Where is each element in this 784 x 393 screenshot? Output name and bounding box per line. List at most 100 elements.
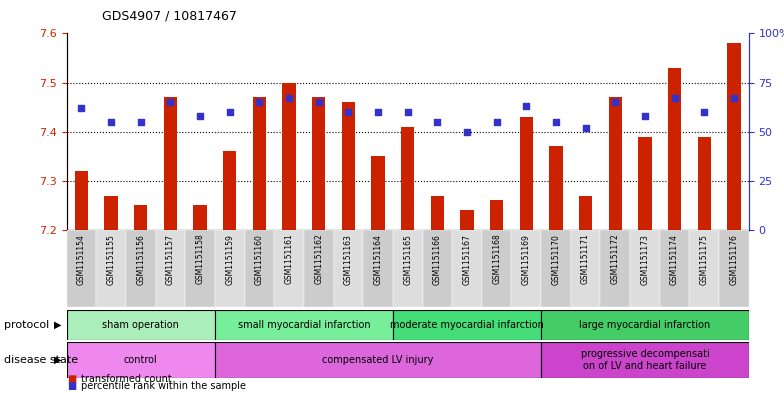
Text: moderate myocardial infarction: moderate myocardial infarction: [390, 320, 544, 330]
Bar: [215, 342, 541, 378]
Point: [431, 119, 444, 125]
Point: [194, 113, 206, 119]
Text: GSM1151170: GSM1151170: [551, 234, 561, 285]
Bar: [134, 205, 147, 230]
Bar: [630, 230, 660, 307]
Text: GSM1151172: GSM1151172: [611, 234, 620, 285]
Bar: [601, 230, 630, 307]
Bar: [274, 230, 304, 307]
Bar: [452, 230, 482, 307]
Point: [401, 109, 414, 115]
Text: compensated LV injury: compensated LV injury: [322, 355, 434, 365]
Bar: [312, 97, 325, 230]
Bar: [67, 310, 215, 340]
Text: ▶: ▶: [53, 355, 61, 365]
Bar: [194, 205, 207, 230]
Text: GSM1151168: GSM1151168: [492, 234, 501, 285]
Bar: [541, 230, 571, 307]
Text: GSM1151158: GSM1151158: [195, 234, 205, 285]
Bar: [304, 230, 333, 307]
Bar: [126, 230, 155, 307]
Point: [164, 99, 176, 105]
Bar: [430, 195, 444, 230]
Bar: [608, 97, 622, 230]
Bar: [550, 146, 563, 230]
Bar: [185, 230, 215, 307]
Point: [639, 113, 652, 119]
Text: GSM1151173: GSM1151173: [641, 234, 649, 285]
Bar: [660, 230, 689, 307]
Text: disease state: disease state: [4, 355, 78, 365]
Point: [342, 109, 354, 115]
Point: [698, 109, 710, 115]
Bar: [215, 230, 245, 307]
Bar: [67, 342, 215, 378]
Text: GSM1151176: GSM1151176: [729, 234, 739, 285]
Point: [75, 105, 88, 111]
Bar: [490, 200, 503, 230]
Bar: [541, 310, 749, 340]
Point: [550, 119, 562, 125]
Point: [579, 125, 592, 131]
Text: GSM1151159: GSM1151159: [225, 234, 234, 285]
Bar: [460, 210, 474, 230]
Bar: [520, 117, 533, 230]
Bar: [282, 83, 296, 230]
Point: [313, 99, 325, 105]
Bar: [342, 102, 355, 230]
Bar: [223, 151, 237, 230]
Bar: [541, 342, 749, 378]
Point: [490, 119, 503, 125]
Text: GSM1151156: GSM1151156: [136, 234, 145, 285]
Bar: [74, 171, 88, 230]
Text: GSM1151165: GSM1151165: [403, 234, 412, 285]
Text: ■: ■: [67, 375, 76, 384]
Text: large myocardial infarction: large myocardial infarction: [579, 320, 710, 330]
Bar: [511, 230, 541, 307]
Bar: [698, 136, 711, 230]
Text: control: control: [124, 355, 158, 365]
Bar: [96, 230, 126, 307]
Bar: [393, 310, 541, 340]
Bar: [155, 230, 185, 307]
Text: GSM1151164: GSM1151164: [373, 234, 383, 285]
Point: [372, 109, 384, 115]
Point: [135, 119, 147, 125]
Text: transformed count: transformed count: [81, 375, 172, 384]
Text: GSM1151169: GSM1151169: [522, 234, 531, 285]
Bar: [333, 230, 363, 307]
Bar: [423, 230, 452, 307]
Text: GSM1151167: GSM1151167: [463, 234, 471, 285]
Text: GSM1151160: GSM1151160: [255, 234, 264, 285]
Point: [253, 99, 266, 105]
Bar: [482, 230, 511, 307]
Bar: [401, 127, 415, 230]
Bar: [689, 230, 719, 307]
Bar: [668, 68, 681, 230]
Bar: [728, 43, 741, 230]
Text: sham operation: sham operation: [103, 320, 180, 330]
Text: GDS4907 / 10817467: GDS4907 / 10817467: [102, 10, 237, 23]
Point: [668, 95, 681, 101]
Text: GSM1151171: GSM1151171: [581, 234, 590, 285]
Text: GSM1151162: GSM1151162: [314, 234, 323, 285]
Bar: [393, 230, 423, 307]
Text: GSM1151174: GSM1151174: [670, 234, 679, 285]
Text: GSM1151154: GSM1151154: [77, 234, 86, 285]
Bar: [372, 156, 385, 230]
Bar: [571, 230, 601, 307]
Text: progressive decompensati
on of LV and heart failure: progressive decompensati on of LV and he…: [580, 349, 710, 371]
Text: GSM1151166: GSM1151166: [433, 234, 442, 285]
Bar: [719, 230, 749, 307]
Text: GSM1151157: GSM1151157: [166, 234, 175, 285]
Text: GSM1151161: GSM1151161: [285, 234, 293, 285]
Point: [105, 119, 118, 125]
Bar: [579, 195, 592, 230]
Text: ■: ■: [67, 381, 76, 391]
Bar: [215, 310, 393, 340]
Bar: [363, 230, 393, 307]
Bar: [104, 195, 118, 230]
Bar: [245, 230, 274, 307]
Bar: [252, 97, 266, 230]
Point: [520, 103, 532, 109]
